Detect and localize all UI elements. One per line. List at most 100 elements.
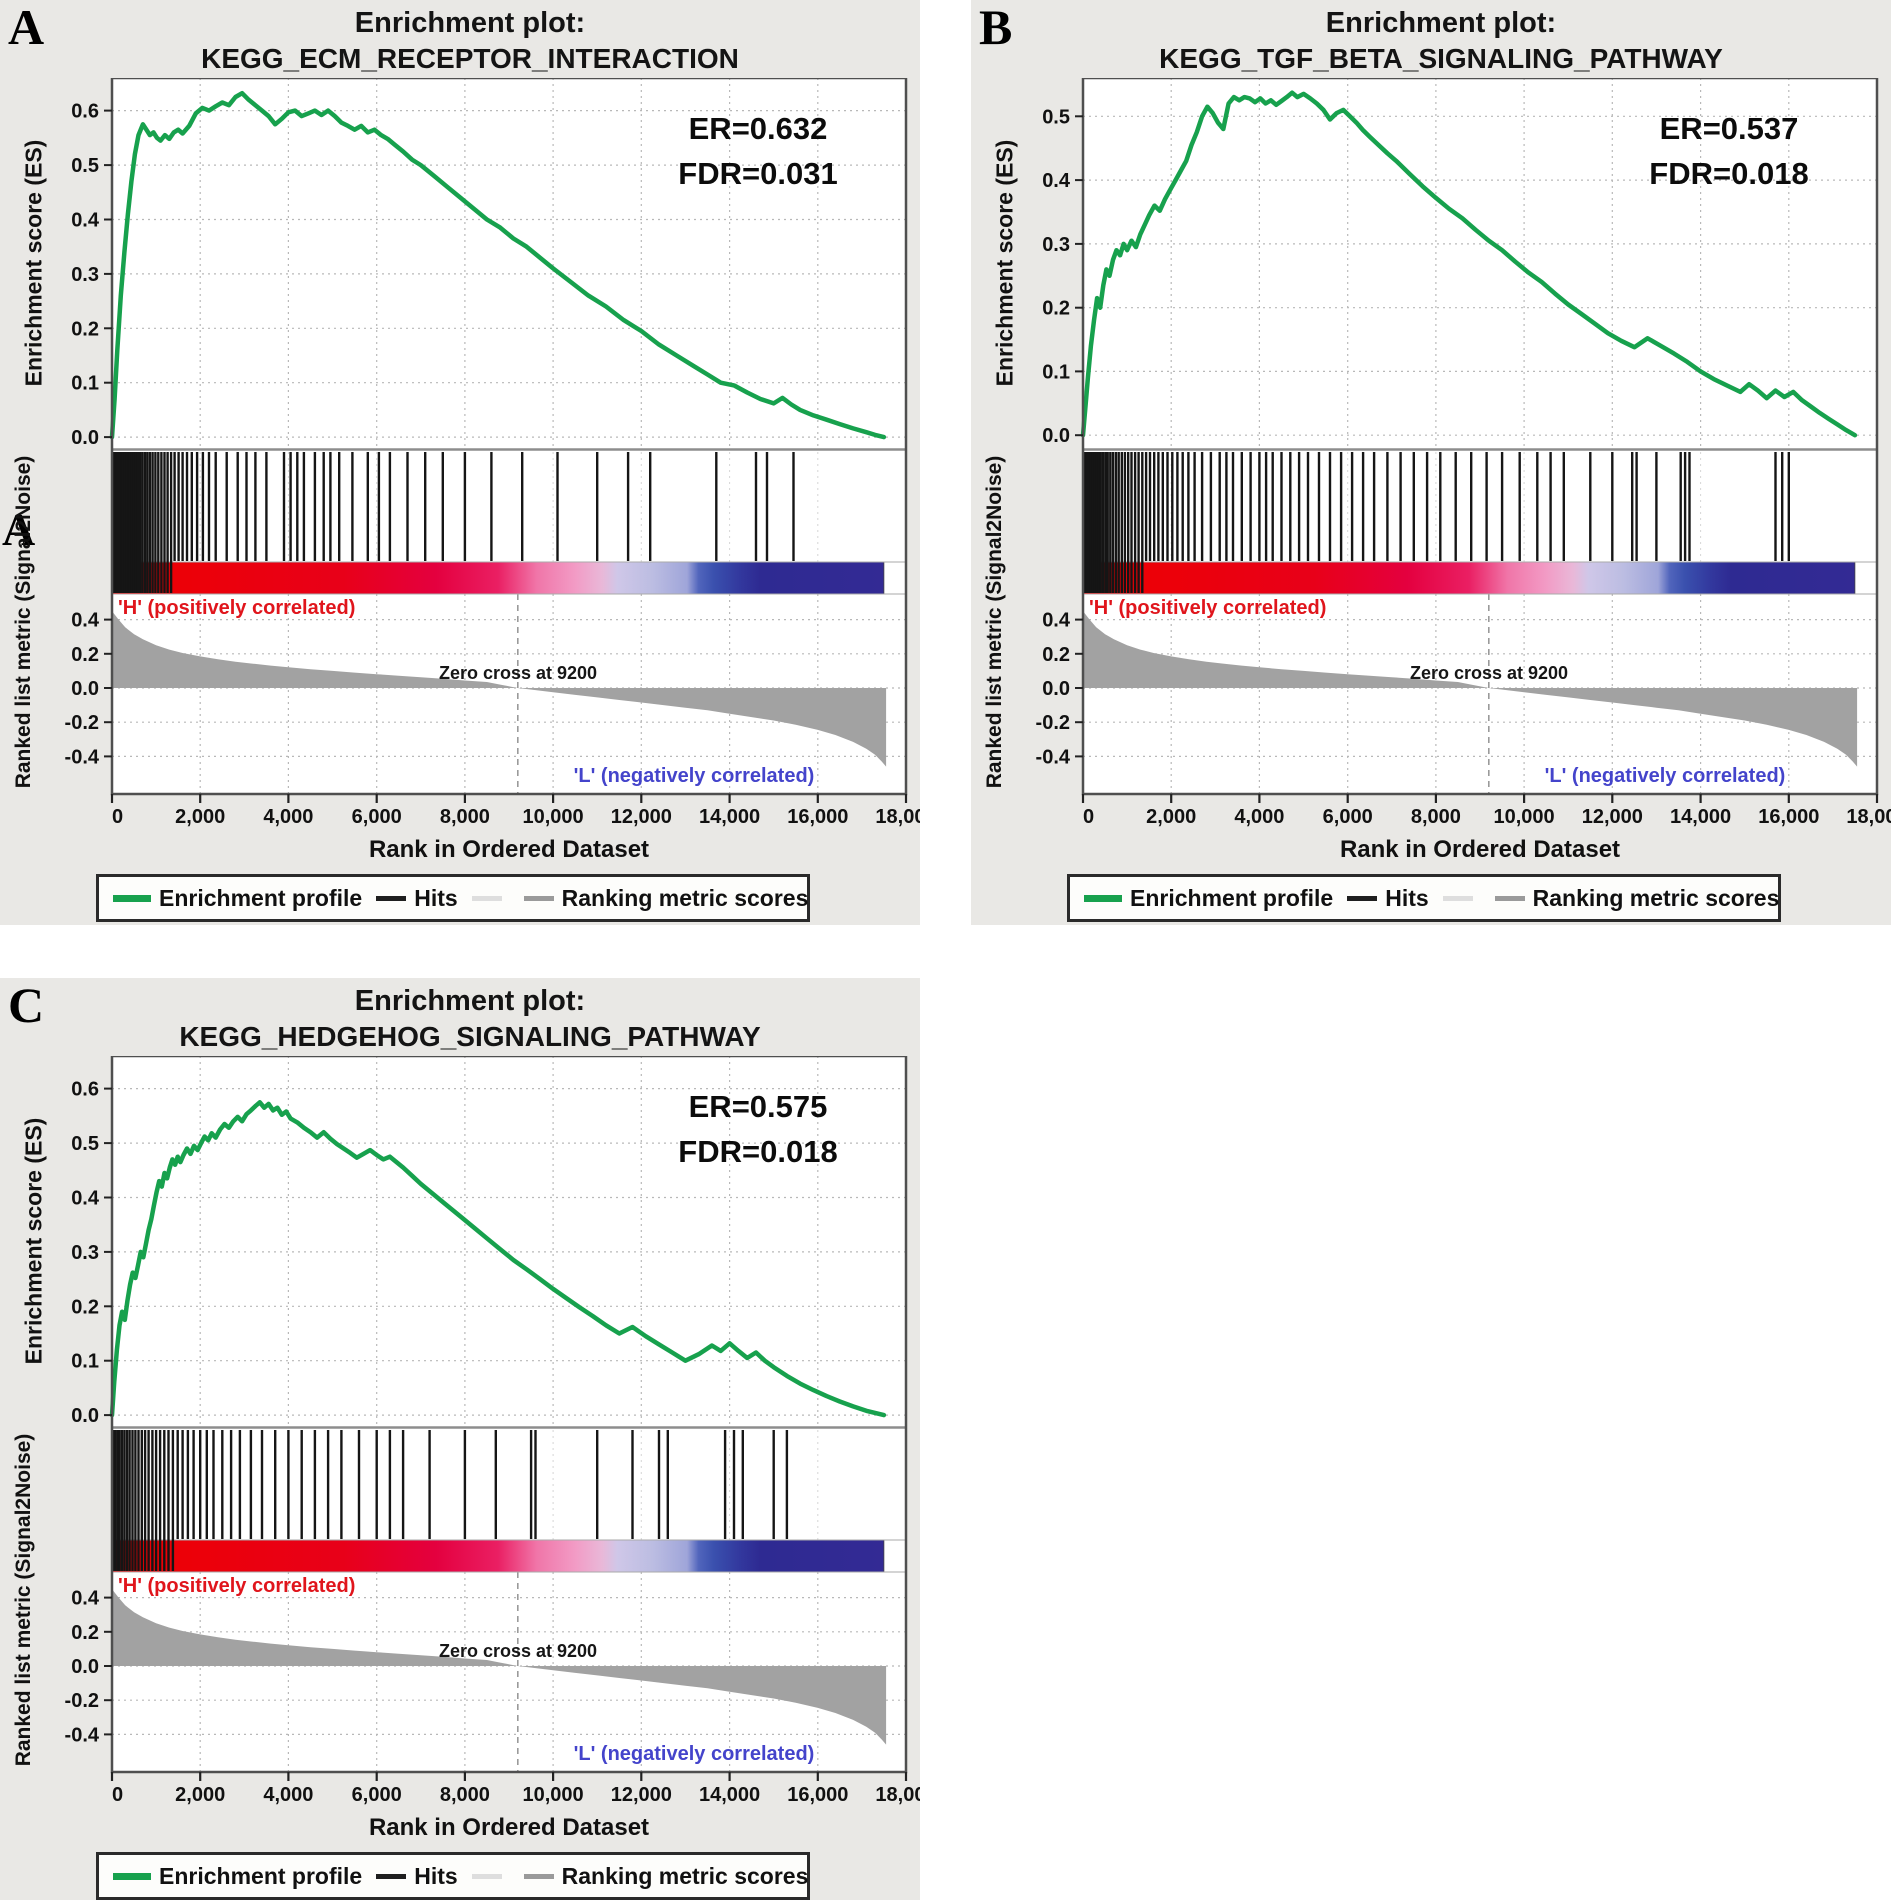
legend-label: Hits bbox=[414, 884, 458, 911]
pathway-name: KEGG_TGF_BETA_SIGNALING_PATHWAY bbox=[1159, 43, 1723, 74]
legend-label: Hits bbox=[414, 1862, 458, 1889]
svg-text:16,000: 16,000 bbox=[787, 806, 848, 828]
legend-label: Hits bbox=[1385, 884, 1429, 911]
svg-text:-0.4: -0.4 bbox=[65, 746, 100, 768]
ranking-metric-swatch bbox=[523, 895, 554, 901]
fdr-value: FDR=0.031 bbox=[678, 156, 838, 191]
x-axis-label: Rank in Ordered Dataset bbox=[368, 1814, 650, 1841]
svg-text:0.5: 0.5 bbox=[71, 155, 99, 177]
svg-text:0: 0 bbox=[1083, 806, 1094, 828]
svg-text:0: 0 bbox=[112, 1784, 123, 1806]
negatively-correlated-label: 'L' (negatively correlated) bbox=[1544, 765, 1786, 787]
svg-text:14,000: 14,000 bbox=[1670, 806, 1731, 828]
svg-text:0.2: 0.2 bbox=[71, 1296, 99, 1318]
legend-label: Enrichment profile bbox=[159, 1862, 363, 1889]
enrichment-profile-swatch bbox=[113, 894, 151, 902]
svg-text:-0.2: -0.2 bbox=[65, 712, 99, 734]
svg-text:0.1: 0.1 bbox=[71, 1351, 99, 1373]
hits-swatch bbox=[1347, 895, 1378, 901]
svg-text:12,000: 12,000 bbox=[1582, 806, 1643, 828]
plot-title-line1: Enrichment plot: bbox=[1325, 7, 1557, 39]
svg-text:12,000: 12,000 bbox=[611, 806, 672, 828]
x-axis-label: Rank in Ordered Dataset bbox=[368, 836, 650, 863]
svg-text:0.4: 0.4 bbox=[1042, 610, 1071, 632]
svg-text:-0.2: -0.2 bbox=[1036, 712, 1070, 734]
faded-swatch bbox=[471, 1873, 502, 1879]
pathway-name: KEGG_HEDGEHOG_SIGNALING_PATHWAY bbox=[179, 1021, 761, 1052]
gsea-panel-b: B Enrichment plot: KEGG_TGF_BETA_SIGNALI… bbox=[971, 0, 1891, 925]
svg-text:16,000: 16,000 bbox=[787, 1784, 848, 1806]
er-value: ER=0.537 bbox=[1659, 111, 1799, 146]
enrichment-plot-svg: 0 2,000 4,000 6,000 8,000 10,000 12,000 14,000 1… bbox=[65, 78, 920, 828]
svg-text:0.0: 0.0 bbox=[1042, 425, 1070, 447]
legend-label: Enrichment profile bbox=[159, 884, 363, 911]
svg-text:2,000: 2,000 bbox=[175, 806, 225, 828]
svg-text:14,000: 14,000 bbox=[699, 806, 760, 828]
svg-text:10,000: 10,000 bbox=[523, 1784, 584, 1806]
svg-text:-0.2: -0.2 bbox=[65, 1690, 99, 1712]
panel-letter-a: A bbox=[8, 0, 45, 55]
plot-title-line1: Enrichment plot: bbox=[354, 7, 586, 39]
svg-text:0.2: 0.2 bbox=[1042, 298, 1070, 320]
legend-label: Ranking metric scores bbox=[561, 884, 809, 911]
panel-letter-b: B bbox=[979, 0, 1013, 55]
svg-text:0.3: 0.3 bbox=[1042, 234, 1070, 256]
enrichment-profile-swatch bbox=[1084, 894, 1122, 902]
plot-title: Enrichment plot: KEGG_HEDGEHOG_SIGNALING… bbox=[40, 984, 900, 1055]
svg-text:8,000: 8,000 bbox=[1411, 806, 1461, 828]
svg-text:-0.4: -0.4 bbox=[65, 1724, 100, 1746]
svg-text:0: 0 bbox=[112, 806, 123, 828]
svg-text:6,000: 6,000 bbox=[1323, 806, 1373, 828]
svg-text:0.6: 0.6 bbox=[71, 101, 99, 123]
svg-text:6,000: 6,000 bbox=[352, 1784, 402, 1806]
positively-correlated-label: 'H' (positively correlated) bbox=[1089, 597, 1327, 619]
svg-text:18,000: 18,000 bbox=[875, 806, 920, 828]
x-axis-label: Rank in Ordered Dataset bbox=[1339, 836, 1621, 863]
plot-title: Enrichment plot: KEGG_TGF_BETA_SIGNALING… bbox=[1011, 6, 1871, 77]
svg-text:10,000: 10,000 bbox=[523, 806, 584, 828]
svg-text:18,000: 18,000 bbox=[875, 1784, 920, 1806]
svg-text:0.3: 0.3 bbox=[71, 1242, 99, 1264]
plot-title: Enrichment plot: KEGG_ECM_RECEPTOR_INTER… bbox=[40, 6, 900, 77]
zero-cross-label: Zero cross at 9200 bbox=[438, 1641, 598, 1661]
svg-text:0.6: 0.6 bbox=[71, 1079, 99, 1101]
svg-text:0.1: 0.1 bbox=[1042, 361, 1070, 383]
svg-text:0.4: 0.4 bbox=[1042, 170, 1071, 192]
svg-text:0.0: 0.0 bbox=[71, 1656, 99, 1678]
hits-swatch bbox=[376, 895, 407, 901]
svg-text:0.5: 0.5 bbox=[71, 1133, 99, 1155]
svg-text:8,000: 8,000 bbox=[440, 806, 490, 828]
svg-text:4,000: 4,000 bbox=[263, 1784, 313, 1806]
svg-text:4,000: 4,000 bbox=[1234, 806, 1284, 828]
svg-text:14,000: 14,000 bbox=[699, 1784, 760, 1806]
er-value: ER=0.632 bbox=[688, 111, 828, 146]
svg-text:0.0: 0.0 bbox=[71, 1405, 99, 1427]
gsea-panel-a: A A Enrichment plot: KEGG_ECM_RECEPTOR_I… bbox=[0, 0, 920, 925]
plot-legend: Enrichment profile Hits Ranking metric s… bbox=[96, 1852, 810, 1900]
fdr-value: FDR=0.018 bbox=[678, 1134, 838, 1169]
stats-annotation: ER=0.575 FDR=0.018 bbox=[608, 1084, 908, 1174]
svg-text:4,000: 4,000 bbox=[263, 806, 313, 828]
svg-text:0.2: 0.2 bbox=[1042, 644, 1070, 666]
enrichment-plot-svg: 0 2,000 4,000 6,000 8,000 10,000 12,000 14,000 1… bbox=[65, 1056, 920, 1806]
svg-text:0.3: 0.3 bbox=[71, 264, 99, 286]
svg-text:0.4: 0.4 bbox=[71, 610, 100, 632]
enrichment-profile-swatch bbox=[113, 1872, 151, 1880]
svg-text:0.1: 0.1 bbox=[71, 373, 99, 395]
enrichment-plot-svg: 0 2,000 4,000 6,000 8,000 10,000 12,000 14,000 1… bbox=[1036, 78, 1891, 828]
svg-text:8,000: 8,000 bbox=[440, 1784, 490, 1806]
gsea-panel-c: C Enrichment plot: KEGG_HEDGEHOG_SIGNALI… bbox=[0, 978, 920, 1900]
positively-correlated-label: 'H' (positively correlated) bbox=[118, 597, 356, 619]
faded-swatch bbox=[1442, 895, 1473, 901]
panel-letter-a-duplicate: A bbox=[2, 504, 36, 555]
stats-annotation: ER=0.537 FDR=0.018 bbox=[1579, 106, 1879, 196]
legend-label: Ranking metric scores bbox=[561, 1862, 809, 1889]
svg-text:0.4: 0.4 bbox=[71, 210, 100, 232]
svg-text:0.2: 0.2 bbox=[71, 318, 99, 340]
panel-letter-c: C bbox=[8, 977, 45, 1033]
negatively-correlated-label: 'L' (negatively correlated) bbox=[573, 1743, 815, 1765]
legend-label: Ranking metric scores bbox=[1532, 884, 1780, 911]
ranking-metric-swatch bbox=[1494, 895, 1525, 901]
plot-legend: Enrichment profile Hits Ranking metric s… bbox=[96, 874, 810, 922]
